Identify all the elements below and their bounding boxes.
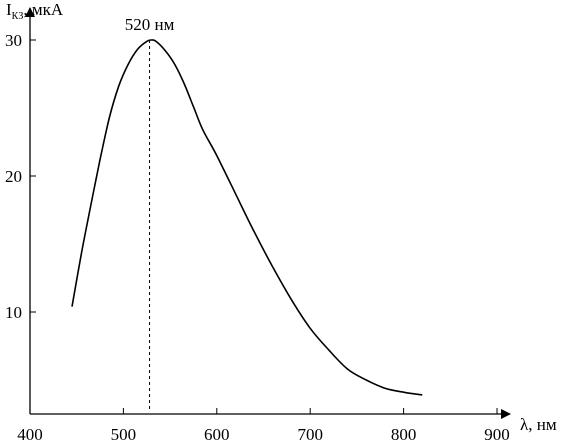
y-ticks: 10 20 30	[5, 31, 36, 322]
peak-label: 520 нм	[125, 15, 175, 34]
annotations: 520 нм	[125, 15, 175, 412]
x-ticks: 400 500 600 700 800 900	[17, 408, 510, 444]
x-tick-label: 800	[391, 425, 417, 444]
y-tick-label: 10	[5, 303, 22, 322]
x-tick-label: 500	[111, 425, 137, 444]
y-axis-title-main: I	[6, 0, 12, 19]
x-tick-label: 600	[204, 425, 230, 444]
x-axis-title: λ, нм	[520, 415, 557, 434]
x-tick-label: 400	[17, 425, 43, 444]
series	[71, 39, 423, 396]
y-axis-title-suffix: , мкА	[23, 0, 64, 19]
x-tick-label: 900	[484, 425, 510, 444]
y-tick-label: 30	[5, 31, 22, 50]
series-line	[71, 39, 423, 396]
y-axis-title-subscript: КЗ	[12, 11, 24, 22]
y-tick-label: 20	[5, 167, 22, 186]
y-axis-title: IКЗ, мкА	[6, 0, 64, 22]
x-tick-label: 700	[297, 425, 323, 444]
